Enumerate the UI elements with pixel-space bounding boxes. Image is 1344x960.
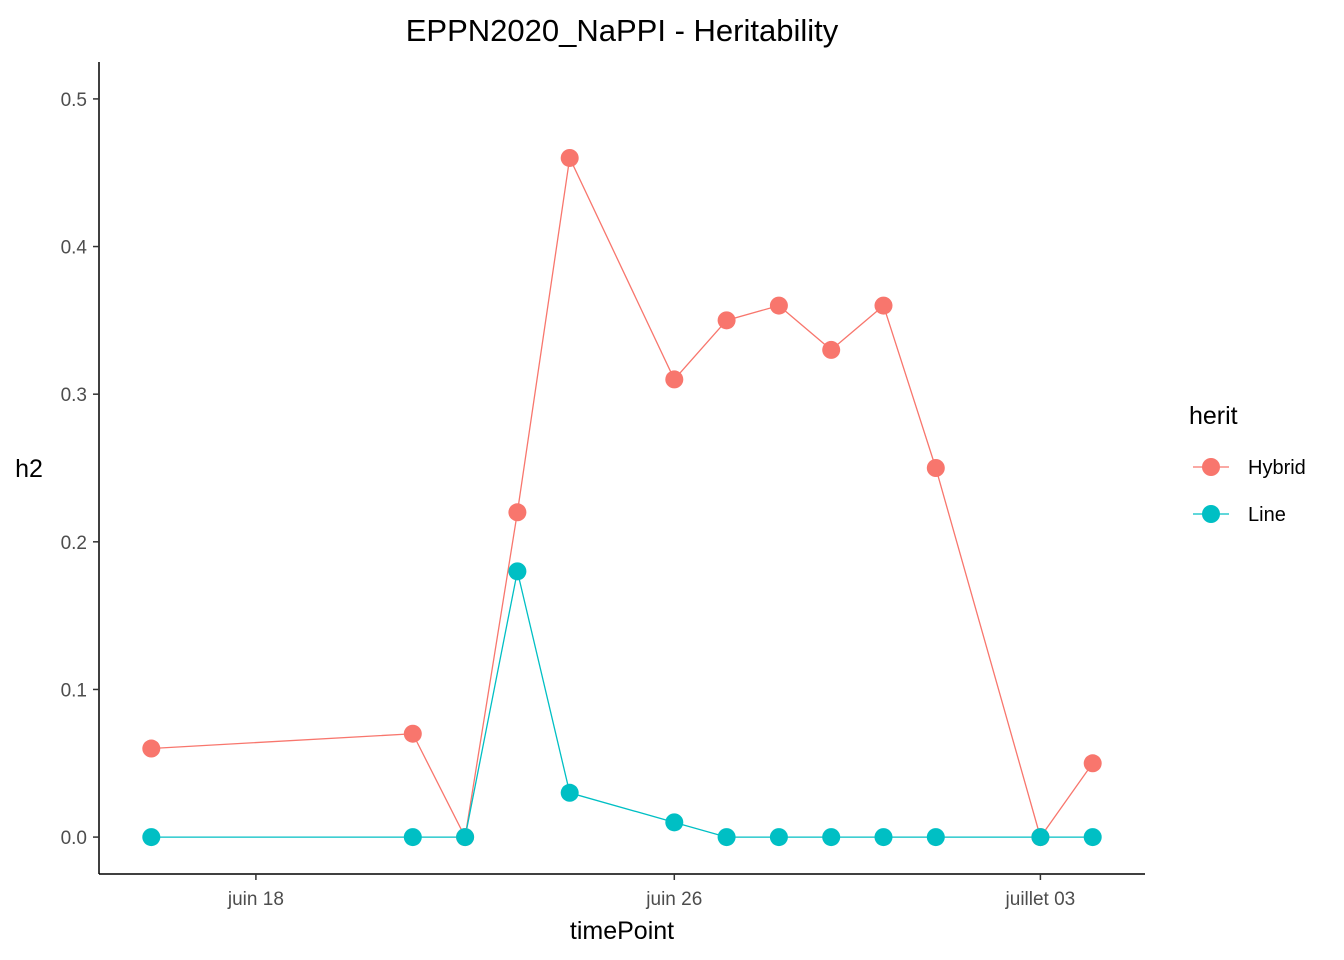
data-point-line bbox=[560, 783, 579, 802]
data-point-line bbox=[403, 828, 422, 847]
data-point-hybrid bbox=[822, 340, 841, 359]
data-point-line bbox=[456, 828, 475, 847]
legend-items: Hybrid Line bbox=[1193, 457, 1306, 526]
chart-title: EPPN2020_NaPPI - Heritability bbox=[406, 13, 839, 48]
plot-area: 0.0 0.1 0.2 0.3 0.4 0.5 juin 18 juin 26 juillet… bbox=[61, 62, 1145, 910]
data-point-line bbox=[769, 828, 788, 847]
y-tick-label: 0.1 bbox=[61, 680, 87, 701]
legend: herit Hybrid Line bbox=[1189, 402, 1306, 526]
data-point-hybrid bbox=[874, 296, 893, 315]
legend-key-point bbox=[1202, 505, 1220, 523]
data-point-line bbox=[874, 828, 893, 847]
data-point-line bbox=[665, 813, 684, 832]
y-tick-label: 0.3 bbox=[61, 385, 87, 406]
data-point-hybrid bbox=[403, 724, 422, 743]
legend-key-point bbox=[1202, 458, 1220, 476]
x-tick-label: juin 18 bbox=[227, 889, 284, 910]
data-point-hybrid bbox=[926, 459, 945, 477]
y-axis-ticks: 0.0 0.1 0.2 0.3 0.4 0.5 bbox=[61, 90, 99, 849]
data-point-line bbox=[1083, 828, 1102, 847]
x-axis-ticks: juin 18 juin 26 juillet 03 bbox=[227, 874, 1075, 910]
x-tick-label: juillet 03 bbox=[1005, 889, 1076, 910]
y-tick-label: 0.5 bbox=[61, 90, 87, 111]
legend-item-line: Line bbox=[1193, 504, 1286, 526]
series-line-hybrid bbox=[151, 155, 1094, 840]
y-tick-label: 0.2 bbox=[61, 533, 87, 554]
x-axis-title: timePoint bbox=[570, 917, 674, 945]
data-point-hybrid bbox=[717, 311, 736, 330]
data-point-hybrid bbox=[560, 148, 579, 167]
data-point-line bbox=[1031, 828, 1050, 847]
y-tick-label: 0.4 bbox=[61, 238, 88, 259]
series-points bbox=[142, 148, 1102, 847]
data-point-hybrid bbox=[1083, 754, 1102, 773]
data-point-line bbox=[508, 562, 527, 581]
series-line-line bbox=[151, 571, 1093, 838]
data-point-hybrid bbox=[508, 503, 527, 522]
data-point-line bbox=[822, 828, 841, 847]
data-point-hybrid bbox=[142, 739, 161, 758]
legend-label: Line bbox=[1248, 504, 1286, 526]
series-lines bbox=[151, 155, 1094, 840]
data-point-line bbox=[926, 828, 945, 847]
x-tick-label: juin 26 bbox=[645, 889, 702, 910]
legend-title: herit bbox=[1189, 402, 1238, 430]
data-point-line bbox=[142, 828, 161, 847]
legend-item-hybrid: Hybrid bbox=[1193, 457, 1306, 479]
data-point-line bbox=[717, 828, 736, 847]
legend-label: Hybrid bbox=[1248, 457, 1306, 479]
data-point-hybrid bbox=[769, 296, 788, 315]
y-axis-title: h2 bbox=[15, 455, 43, 483]
data-point-hybrid bbox=[665, 370, 684, 389]
y-tick-label: 0.0 bbox=[61, 828, 87, 849]
